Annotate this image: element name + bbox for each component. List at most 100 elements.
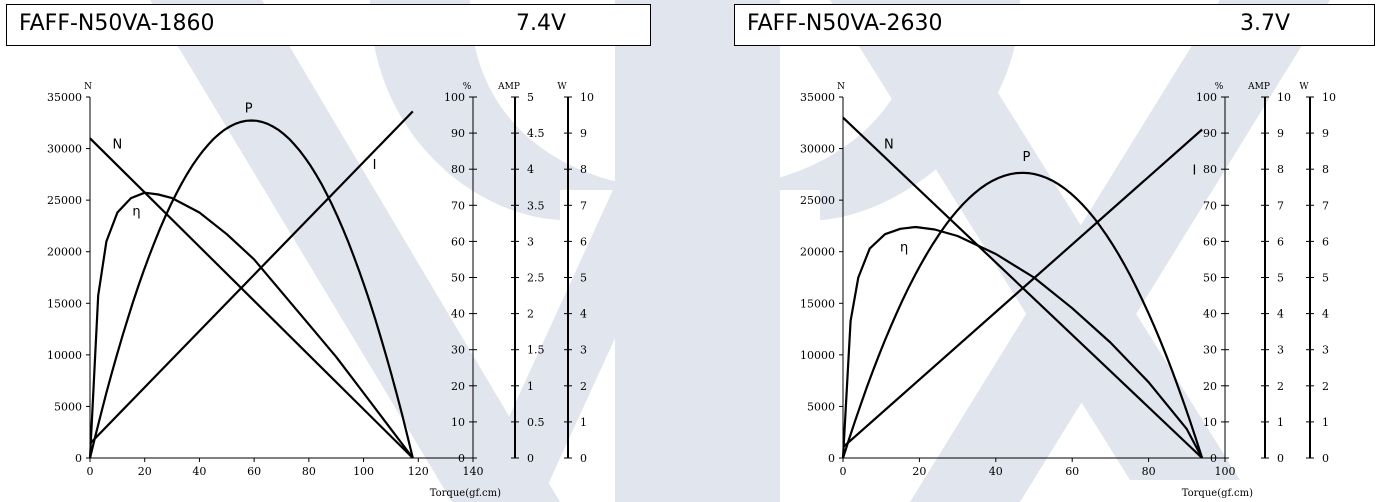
chart-header-2: FAFF-N50VA-2630 3.7V (734, 4, 1375, 46)
y-axis-unit: % (463, 82, 472, 92)
curve-label-η: η (132, 205, 140, 220)
series-line-I (842, 128, 1203, 449)
x-tick-label: 100 (353, 465, 374, 478)
x-axis-label: Torque(gf.cm) (1182, 488, 1253, 499)
y-tick-label: 10 (1322, 91, 1336, 104)
y-tick-label: 3 (1277, 344, 1284, 357)
y-tick-label: 8 (1277, 163, 1284, 176)
y-tick-label: 80 (451, 163, 465, 176)
x-tick-label: 20 (138, 465, 152, 478)
x-tick-label: 60 (1065, 465, 1079, 478)
y-tick-label: 25000 (47, 194, 82, 207)
y-tick-label: 10 (1203, 416, 1217, 429)
x-tick-label: 20 (912, 465, 926, 478)
y-tick-label: 1 (1322, 416, 1329, 429)
y-tick-label: 1.5 (527, 344, 545, 357)
y-tick-label: 35000 (800, 91, 835, 104)
y-tick-label: 30000 (47, 143, 82, 156)
y-tick-label: 8 (580, 163, 587, 176)
y-tick-label: 20 (1203, 380, 1217, 393)
y-tick-label: 50 (1203, 272, 1217, 285)
y-tick-label: 8 (1322, 163, 1329, 176)
model-name: FAFF-N50VA-2630 (747, 11, 943, 36)
y-axis-unit: N (84, 82, 92, 92)
chart-panel-1: 0 20 40 60 80 100 120 140 Torque(gf.cm) N 0 5000 100… (6, 4, 651, 499)
y-tick-label: 9 (1322, 127, 1329, 140)
chart-panel-2: 0 20 40 60 80 100 Torque(gf.cm) N 0 5000 10000 1500… (694, 0, 1388, 502)
series-line-P (841, 171, 1204, 459)
y-tick-label: 60 (1203, 235, 1217, 248)
series-line-P (88, 119, 414, 459)
motor-chart-2: 0 20 40 60 80 100Torque(gf.cm)N05000100001500… (800, 82, 1336, 499)
curve-label-N: N (112, 138, 122, 153)
y-tick-label: 15000 (47, 297, 82, 310)
chart-header-1: FAFF-N50VA-1860 7.4V (6, 4, 651, 46)
y-tick-label: 30 (451, 344, 465, 357)
y-tick-label: 2 (1277, 380, 1284, 393)
curve-label-I: I (373, 158, 377, 173)
y-axis-unit: W (557, 82, 567, 92)
y-tick-label: 2 (1322, 380, 1329, 393)
y-tick-label: 0 (828, 452, 835, 465)
y-tick-label: 3 (1322, 344, 1329, 357)
y-tick-label: 7 (1277, 199, 1284, 212)
y-tick-label: 6 (1277, 235, 1284, 248)
y-tick-label: 0 (458, 452, 465, 465)
y-axis-unit: N (837, 82, 845, 92)
x-axis-label: Torque(gf.cm) (430, 488, 501, 499)
y-tick-label: 0 (1277, 452, 1284, 465)
y-tick-label: 40 (451, 308, 465, 321)
curve-label-P: P (1022, 150, 1030, 165)
series-line-I (89, 110, 414, 445)
y-tick-label: 2 (580, 380, 587, 393)
y-tick-label: 2.5 (527, 272, 545, 285)
curve-label-η: η (900, 241, 908, 256)
x-tick-label: 0 (87, 465, 94, 478)
y-tick-label: 70 (1203, 199, 1217, 212)
y-tick-label: 20000 (47, 246, 82, 259)
y-tick-label: 1 (580, 416, 587, 429)
y-axis-unit: W (1299, 82, 1309, 92)
x-tick-label: 40 (192, 465, 206, 478)
voltage-label: 7.4V (515, 11, 566, 36)
y-axis-unit: % (1215, 82, 1224, 92)
y-tick-label: 3 (527, 235, 534, 248)
y-tick-label: 5 (580, 272, 587, 285)
y-tick-label: 10 (1277, 91, 1291, 104)
y-tick-label: 5 (527, 91, 534, 104)
x-tick-label: 100 (1215, 465, 1236, 478)
y-tick-label: 35000 (47, 91, 82, 104)
y-tick-label: 7 (580, 199, 587, 212)
y-tick-label: 50 (451, 272, 465, 285)
y-tick-label: 0 (1322, 452, 1329, 465)
y-tick-label: 9 (580, 127, 587, 140)
motor-chart-1: 0 20 40 60 80 100 120 140Torque(gf.cm)N05000100… (47, 82, 594, 499)
y-tick-label: 5 (1277, 272, 1284, 285)
y-tick-label: 90 (451, 127, 465, 140)
y-tick-label: 20000 (800, 246, 835, 259)
y-tick-label: 3.5 (527, 199, 545, 212)
y-tick-label: 3 (580, 344, 587, 357)
x-tick-label: 0 (840, 465, 847, 478)
x-tick-label: 40 (989, 465, 1003, 478)
y-tick-label: 0 (75, 452, 82, 465)
x-tick-label: 140 (463, 465, 484, 478)
y-tick-label: 6 (1322, 235, 1329, 248)
y-tick-label: 70 (451, 199, 465, 212)
curve-label-P: P (245, 101, 253, 116)
x-tick-label: 120 (408, 465, 429, 478)
y-tick-label: 9 (1277, 127, 1284, 140)
voltage-label: 3.7V (1239, 11, 1290, 36)
y-tick-label: 6 (580, 235, 587, 248)
curve-label-I: I (1193, 163, 1197, 178)
model-name: FAFF-N50VA-1860 (19, 11, 215, 36)
y-tick-label: 2 (527, 308, 534, 321)
y-tick-label: 1 (527, 380, 534, 393)
curve-label-N: N (884, 138, 894, 153)
y-tick-label: 0.5 (527, 416, 545, 429)
y-tick-label: 30000 (800, 143, 835, 156)
y-axis-unit: AMP (497, 82, 520, 92)
y-tick-label: 0 (1210, 452, 1217, 465)
y-tick-label: 0 (580, 452, 587, 465)
y-tick-label: 7 (1322, 199, 1329, 212)
